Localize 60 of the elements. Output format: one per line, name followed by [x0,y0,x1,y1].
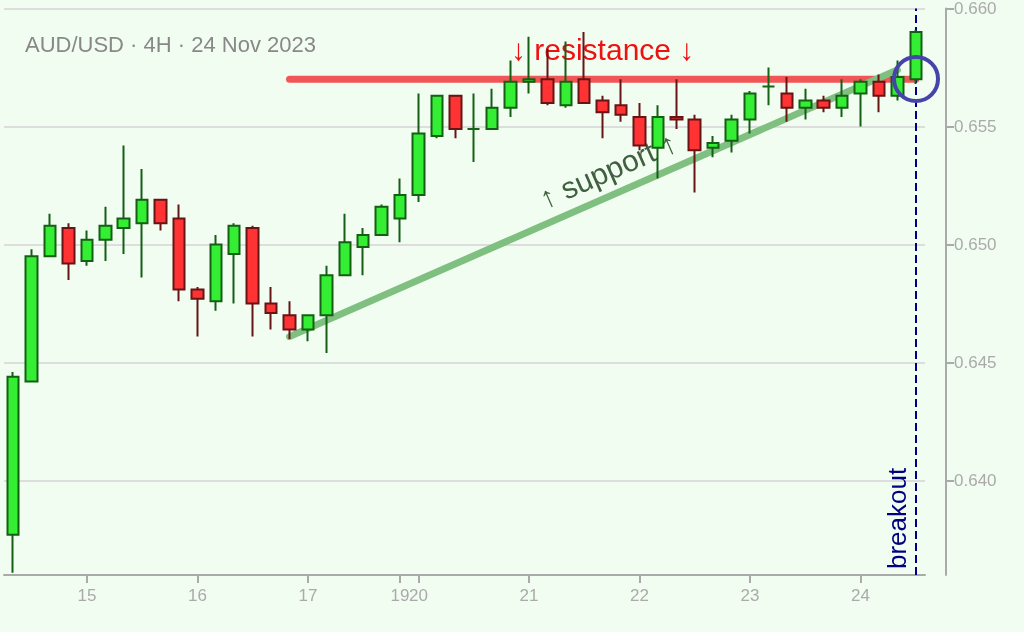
candlestick [227,222,241,305]
x-tick-label: 15 [77,586,97,605]
candlestick [153,198,168,232]
candlestick [687,113,702,194]
candlestick [116,144,131,255]
y-tick-label: 0.640 [954,471,997,491]
candlestick [485,87,499,130]
candlestick [853,78,868,128]
candlestick [724,113,739,154]
candlestick [503,59,518,119]
candlestick [706,134,720,159]
candlestick [780,75,794,123]
candlestick [172,203,186,303]
x-tick-label: 17 [298,586,318,605]
candlestick [761,66,776,107]
candlestick [24,248,39,383]
x-tick-label: 22 [630,586,649,605]
candlestick [430,94,444,140]
candlestick [816,94,831,114]
candlestick [80,229,94,267]
candlestick [614,78,628,123]
annotation: breakout [881,467,912,569]
candlestick [522,35,536,95]
candlestick [98,205,113,263]
candlestick [301,314,315,343]
x-tick-label: 19 [390,586,410,605]
candlestick [872,73,886,114]
y-tick-label: 0.650 [954,235,997,255]
x-tick-label: 23 [740,586,760,605]
x-tick-label: 21 [519,586,539,605]
candlestick [393,177,407,244]
candlestick [466,92,481,163]
candlestick [319,264,334,355]
candlestick [190,286,205,338]
candlestick [595,94,610,140]
x-tick-label: 16 [187,586,207,605]
text: AUD/USD · 4H · 24 Nov 2023 [25,31,316,57]
candlestick [282,300,297,340]
x-tick-label: 24 [851,586,870,605]
candlestick [6,371,20,574]
candlestick [264,286,278,331]
candlestick [43,212,57,258]
y-tick-label: 0.655 [954,117,997,137]
candlestick [209,234,223,312]
candlestick [743,90,757,135]
candlestick [411,92,426,204]
candlestick [835,78,849,119]
candlestick [135,168,149,279]
candlestick [374,203,389,237]
candlestick [798,87,813,121]
candlestick [245,224,260,338]
candlestick [669,78,684,130]
x-tick-label: 20 [408,586,428,605]
candlestick [356,227,370,277]
candlestick [338,212,352,277]
candlestick [61,222,76,281]
y-tick-label: 0.645 [954,353,997,373]
candlestick [448,94,463,140]
y-tick-label: 0.660 [954,0,997,18]
candlestick [909,28,923,86]
